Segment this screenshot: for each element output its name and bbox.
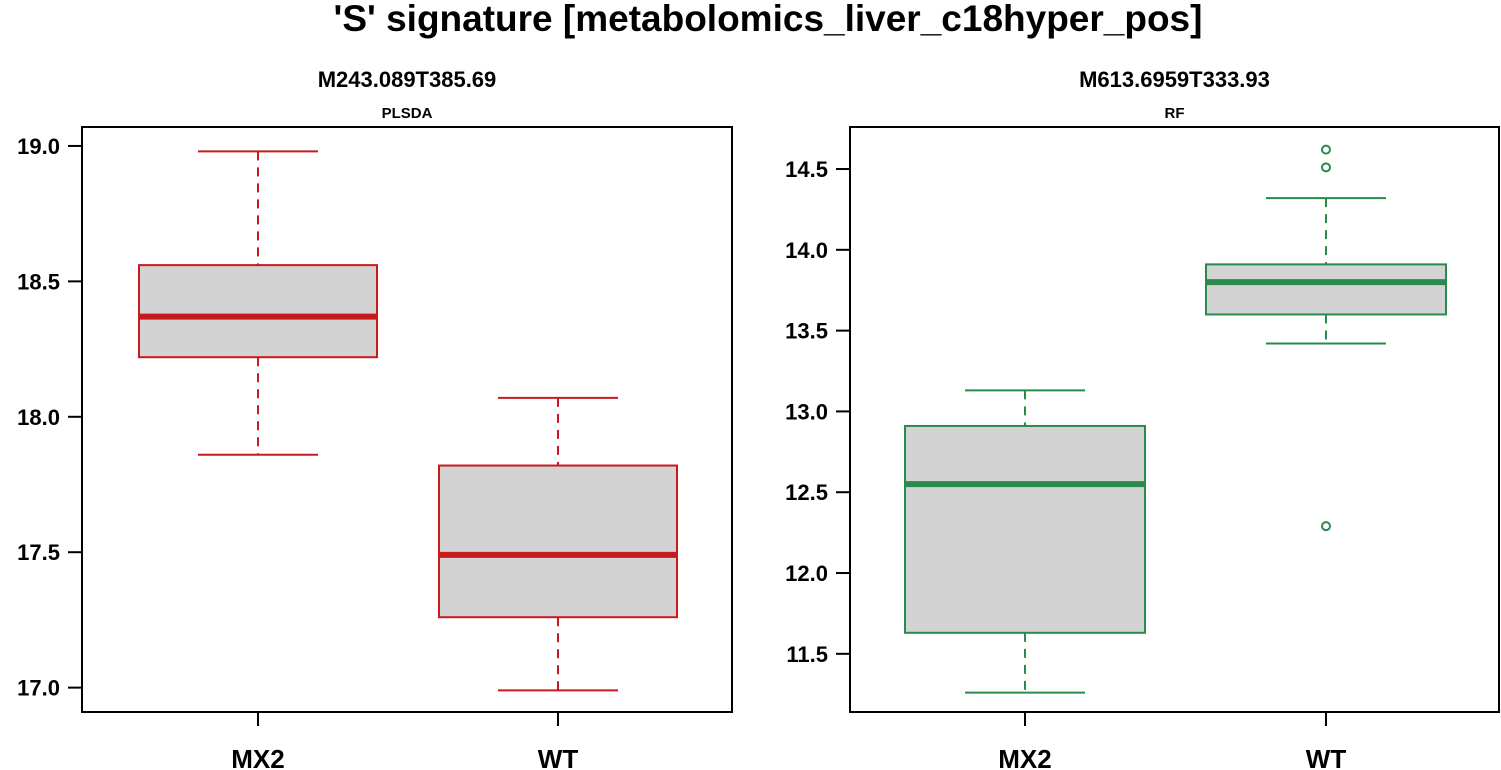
y-tick-label: 17.0 (17, 676, 60, 701)
outlier-point (1321, 162, 1331, 173)
box-MX2 (904, 389, 1146, 694)
panel-1: M243.089T385.69 PLSDA 17.0 17.5 18.0 18.5 19.0… (17, 67, 733, 770)
box-MX2 (138, 150, 378, 456)
box-WT (438, 396, 678, 692)
panel-subtitle: RF (1165, 105, 1185, 122)
iqr-box (138, 264, 378, 359)
y-tick-label: 18.5 (17, 269, 60, 294)
y-tick-label: 14.5 (785, 157, 828, 182)
y-tick-label: 13.5 (785, 319, 828, 344)
iqr-box (904, 424, 1146, 634)
y-tick-label: 17.5 (17, 540, 60, 565)
chart-main-title: 'S' signature [metabolomics_liver_c18hyp… (333, 0, 1203, 39)
outlier-point (1321, 521, 1331, 532)
plot-frame (81, 126, 733, 713)
y-tick-label: 18.0 (17, 405, 60, 430)
y-tick-label: 14.0 (785, 238, 828, 263)
outlier-point (1321, 144, 1331, 155)
iqr-box (1205, 263, 1447, 316)
panel-subtitle: PLSDA (382, 105, 433, 122)
panel-title: M613.6959T333.93 (1079, 67, 1270, 92)
y-tick-label: 11.5 (786, 642, 828, 667)
x-tick-label: WT (538, 744, 579, 770)
box-WT (1205, 144, 1447, 532)
panel-title: M243.089T385.69 (318, 67, 497, 92)
plot-frame (849, 126, 1500, 713)
x-tick-label: WT (1306, 744, 1347, 770)
panel-2: M613.6959T333.93 RF 11.5 12.0 12.5 13.0 13.5 14… (785, 67, 1500, 770)
y-tick-label: 19.0 (17, 134, 60, 159)
iqr-box (438, 464, 678, 619)
x-tick-label: MX2 (998, 744, 1051, 770)
y-tick-label: 13.0 (785, 399, 828, 424)
y-tick-label: 12.0 (785, 561, 828, 586)
x-tick-label: MX2 (231, 744, 284, 770)
y-tick-label: 12.5 (785, 480, 828, 505)
